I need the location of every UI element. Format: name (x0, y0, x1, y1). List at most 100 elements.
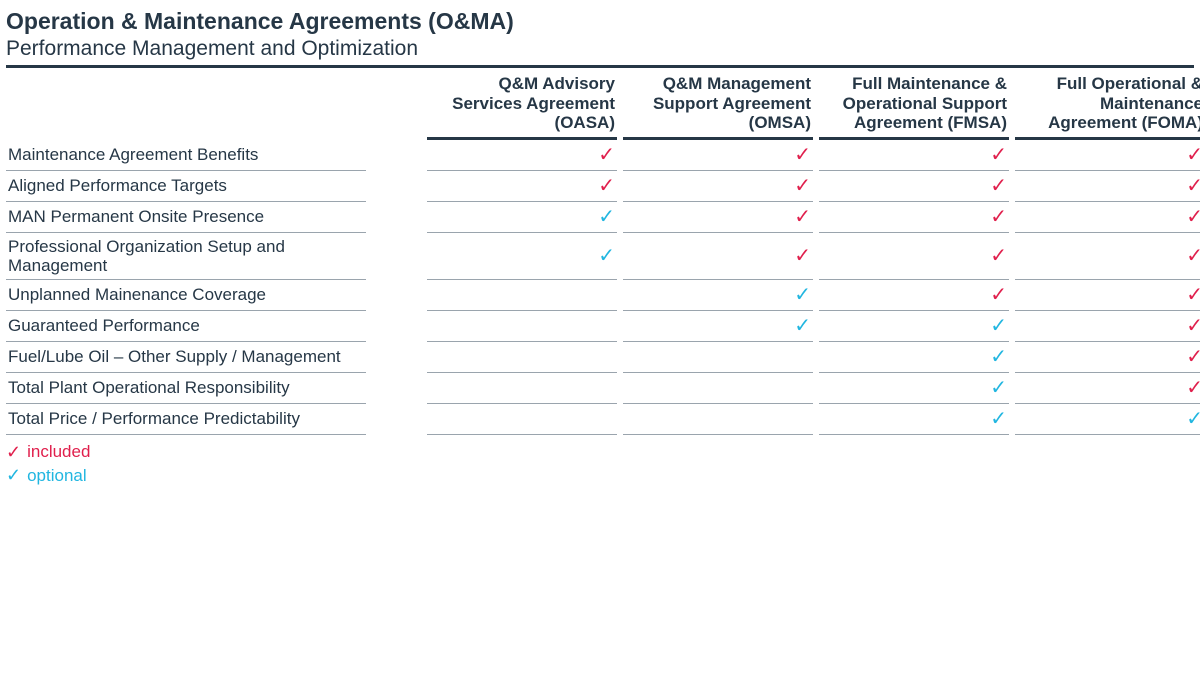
check-icon: ✓ (598, 175, 615, 198)
table-cell: ✓ (819, 404, 1009, 435)
table-cell (623, 404, 813, 435)
table-cell: ✓ (1015, 404, 1200, 435)
legend: ✓ included ✓ optional (6, 441, 1194, 488)
column-header-line: Q&M Management (663, 74, 811, 94)
check-icon: ✓ (990, 315, 1007, 338)
table-cell: ✓ (427, 171, 617, 202)
column-header: Q&M AdvisoryServices Agreement(OASA) (427, 72, 617, 140)
table-cell: ✓ (819, 233, 1009, 280)
table-cell: ✓ (1015, 202, 1200, 233)
check-icon: ✓ (794, 315, 811, 338)
table-cell: ✓ (427, 140, 617, 171)
table-cell: ✓ (819, 311, 1009, 342)
table-cell (427, 311, 617, 342)
check-icon: ✓ (794, 144, 811, 167)
column-header-line: Maintenance (1100, 94, 1200, 114)
column-header-line: Support Agreement (653, 94, 811, 114)
legend-included: ✓ included (6, 441, 1194, 464)
check-icon: ✓ (1186, 144, 1200, 167)
check-icon: ✓ (794, 175, 811, 198)
table-cell: ✓ (1015, 373, 1200, 404)
table-cell: ✓ (819, 280, 1009, 311)
table-cell (427, 373, 617, 404)
column-header: Full Operational &MaintenanceAgreement (… (1015, 72, 1200, 140)
table-cell: ✓ (819, 171, 1009, 202)
page-subtitle: Performance Management and Optimization (6, 37, 1194, 61)
table-cell: ✓ (1015, 233, 1200, 280)
column-header-line: Q&M Advisory (498, 74, 615, 94)
column-header-blank (6, 72, 421, 140)
column-header: Q&M ManagementSupport Agreement(OMSA) (623, 72, 813, 140)
check-icon: ✓ (990, 245, 1007, 268)
check-icon: ✓ (794, 284, 811, 307)
table-cell: ✓ (1015, 280, 1200, 311)
table-cell: ✓ (1015, 171, 1200, 202)
legend-optional: ✓ optional (6, 464, 1194, 487)
row-label: Aligned Performance Targets (6, 171, 366, 202)
row-label: MAN Permanent Onsite Presence (6, 202, 366, 233)
table-cell: ✓ (427, 233, 617, 280)
column-header-line: (OASA) (555, 113, 615, 133)
check-icon: ✓ (794, 206, 811, 229)
check-icon: ✓ (6, 464, 21, 487)
row-label: Unplanned Mainenance Coverage (6, 280, 366, 311)
column-header-line: Full Maintenance & (852, 74, 1007, 94)
header-rule (6, 65, 1194, 68)
row-label: Fuel/Lube Oil – Other Supply / Managemen… (6, 342, 366, 373)
check-icon: ✓ (990, 377, 1007, 400)
column-header-line: Agreement (FOMA) (1048, 113, 1200, 133)
table-cell: ✓ (623, 171, 813, 202)
table-cell: ✓ (623, 280, 813, 311)
check-icon: ✓ (1186, 377, 1200, 400)
table-cell: ✓ (1015, 311, 1200, 342)
legend-included-label: included (27, 441, 90, 463)
table-cell (427, 404, 617, 435)
check-icon: ✓ (1186, 245, 1200, 268)
table-cell: ✓ (819, 342, 1009, 373)
check-icon: ✓ (1186, 346, 1200, 369)
table-cell (427, 342, 617, 373)
check-icon: ✓ (598, 144, 615, 167)
check-icon: ✓ (990, 284, 1007, 307)
row-label: Guaranteed Performance (6, 311, 366, 342)
column-header-line: Full Operational & (1057, 74, 1200, 94)
check-icon: ✓ (1186, 175, 1200, 198)
table-cell (427, 280, 617, 311)
comparison-table: Q&M AdvisoryServices Agreement(OASA)Q&M … (6, 72, 1194, 435)
table-cell: ✓ (819, 140, 1009, 171)
legend-optional-label: optional (27, 465, 87, 487)
row-label: Total Plant Operational Responsibility (6, 373, 366, 404)
column-header-line: Services Agreement (452, 94, 615, 114)
check-icon: ✓ (990, 144, 1007, 167)
column-header: Full Maintenance &Operational SupportAgr… (819, 72, 1009, 140)
check-icon: ✓ (598, 245, 615, 268)
table-cell: ✓ (623, 233, 813, 280)
check-icon: ✓ (990, 175, 1007, 198)
check-icon: ✓ (1186, 315, 1200, 338)
check-icon: ✓ (598, 206, 615, 229)
table-cell: ✓ (623, 140, 813, 171)
row-label: Professional Organization Setup and Mana… (6, 233, 366, 280)
check-icon: ✓ (794, 245, 811, 268)
column-header-line: Operational Support (843, 94, 1007, 114)
row-label: Maintenance Agreement Benefits (6, 140, 366, 171)
check-icon: ✓ (990, 408, 1007, 431)
column-header-line: (OMSA) (749, 113, 811, 133)
check-icon: ✓ (1186, 284, 1200, 307)
table-cell (623, 342, 813, 373)
check-icon: ✓ (6, 441, 21, 464)
check-icon: ✓ (1186, 408, 1200, 431)
page-title: Operation & Maintenance Agreements (O&MA… (6, 8, 1194, 35)
row-label: Total Price / Performance Predictability (6, 404, 366, 435)
table-cell: ✓ (623, 202, 813, 233)
table-cell: ✓ (819, 202, 1009, 233)
table-cell: ✓ (1015, 140, 1200, 171)
column-header-line: Agreement (FMSA) (854, 113, 1007, 133)
table-cell: ✓ (427, 202, 617, 233)
check-icon: ✓ (1186, 206, 1200, 229)
table-cell: ✓ (1015, 342, 1200, 373)
check-icon: ✓ (990, 346, 1007, 369)
table-cell (623, 373, 813, 404)
check-icon: ✓ (990, 206, 1007, 229)
table-cell: ✓ (819, 373, 1009, 404)
